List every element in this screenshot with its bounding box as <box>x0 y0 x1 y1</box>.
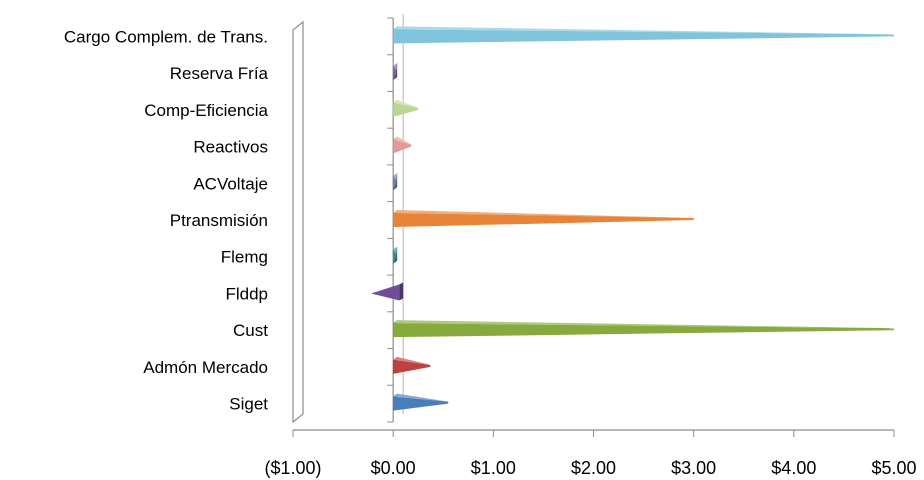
bar-base <box>399 282 404 301</box>
bar-top <box>393 26 894 35</box>
category-labels: Cargo Complem. de Trans. Reserva Fría Comp… <box>64 27 269 413</box>
bar-top <box>393 320 894 329</box>
bar-10 <box>393 356 431 374</box>
category-label: Cargo Complem. de Trans. <box>64 27 268 46</box>
x-tick-label: $4.00 <box>771 458 816 478</box>
bar-7 <box>393 246 398 264</box>
bar-front <box>393 213 694 227</box>
bar-front <box>393 66 397 81</box>
bar-9 <box>393 320 894 338</box>
x-tick-label: $2.00 <box>571 458 616 478</box>
bar-top <box>393 99 419 108</box>
bar-front <box>393 29 894 44</box>
x-tick-label: ($1.00) <box>264 458 321 478</box>
category-label: Reactivos <box>193 138 268 157</box>
x-tick-label: $5.00 <box>871 458 916 478</box>
category-label: Flemg <box>221 248 268 267</box>
bar-front <box>393 249 397 264</box>
bar-top <box>393 136 412 145</box>
category-label: ACVoltaje <box>193 174 268 193</box>
bar-11 <box>393 393 449 411</box>
bar-front <box>393 323 894 338</box>
bar-front <box>393 176 397 191</box>
bar-top <box>393 173 398 182</box>
x-tick-labels: ($1.00) $0.00 $1.00 $2.00 $3.00 $4.00 $5.00 <box>264 458 916 478</box>
bar-6 <box>393 210 694 227</box>
category-label: Ptransmisión <box>170 211 268 230</box>
bar-top <box>393 356 431 365</box>
left-wall <box>292 20 304 424</box>
bar-top <box>393 63 398 72</box>
category-label: Siget <box>229 395 268 414</box>
bar-2 <box>393 63 398 81</box>
bar-3 <box>393 99 419 117</box>
bar-5 <box>393 173 398 191</box>
category-label: Cust <box>233 321 268 340</box>
bar-front <box>393 102 419 117</box>
bars <box>371 26 894 411</box>
bar-top <box>393 393 449 402</box>
bar-front <box>393 139 412 154</box>
bar-front <box>393 396 449 411</box>
bar-top <box>393 210 694 218</box>
bar-8 <box>371 282 404 301</box>
x-tick-label: $0.00 <box>371 458 416 478</box>
category-label: Comp-Eficiencia <box>144 101 268 120</box>
bar-front <box>371 284 400 301</box>
bar-1 <box>393 26 894 44</box>
bar-top <box>393 246 398 255</box>
bar-4 <box>393 136 412 154</box>
x-tick-label: $1.00 <box>471 458 516 478</box>
category-label: Admón Mercado <box>143 358 268 377</box>
category-label: Flddp <box>225 284 268 303</box>
category-label: Reserva Fría <box>170 64 269 83</box>
chart-back-wall <box>292 20 304 424</box>
bar-front <box>393 359 431 374</box>
x-tick-label: $3.00 <box>671 458 716 478</box>
x-axis <box>292 14 895 437</box>
